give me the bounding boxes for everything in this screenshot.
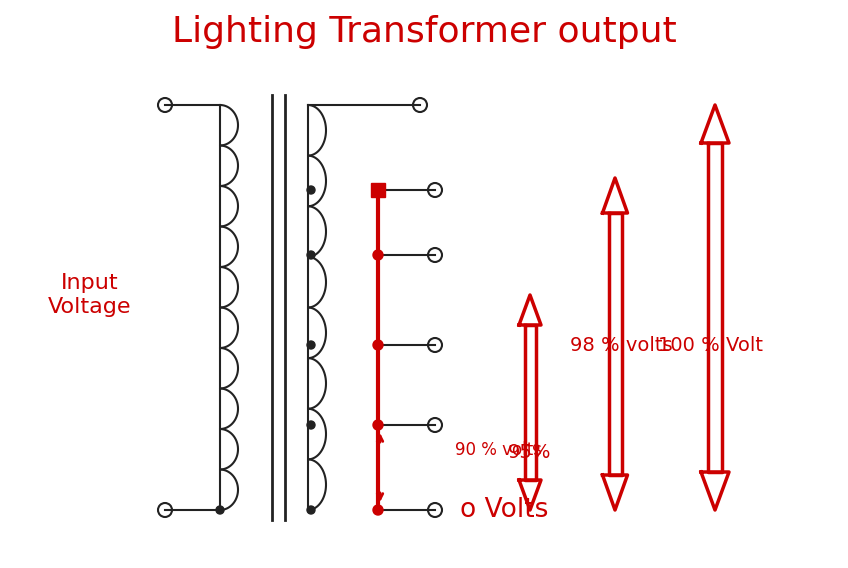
Circle shape [373,420,383,430]
Polygon shape [525,325,535,480]
Circle shape [307,251,315,259]
Circle shape [428,248,442,262]
Circle shape [307,186,315,194]
Circle shape [158,98,172,112]
Circle shape [158,503,172,517]
Text: 95%: 95% [508,442,551,461]
Circle shape [307,341,315,349]
Polygon shape [708,143,722,472]
Polygon shape [609,213,622,475]
Text: o Volts: o Volts [460,497,549,523]
Bar [371,183,385,197]
Polygon shape [519,480,541,510]
Text: Input
Voltage: Input Voltage [48,273,131,316]
Polygon shape [519,295,541,325]
Polygon shape [701,105,729,143]
Text: 100 % Volt: 100 % Volt [658,336,763,354]
Circle shape [373,250,383,260]
Text: 90 % volts: 90 % volts [455,441,542,459]
Circle shape [307,506,315,514]
Circle shape [428,338,442,352]
Circle shape [428,183,442,197]
Circle shape [373,505,383,515]
Polygon shape [701,472,729,510]
Circle shape [373,340,383,350]
Circle shape [307,421,315,429]
Polygon shape [602,475,628,510]
Circle shape [413,98,427,112]
Text: 98 % volts: 98 % volts [570,336,672,354]
Circle shape [216,506,224,514]
Circle shape [428,503,442,517]
Polygon shape [602,178,628,213]
Circle shape [428,418,442,432]
Text: Lighting Transformer output: Lighting Transformer output [171,15,677,49]
Circle shape [373,185,383,195]
